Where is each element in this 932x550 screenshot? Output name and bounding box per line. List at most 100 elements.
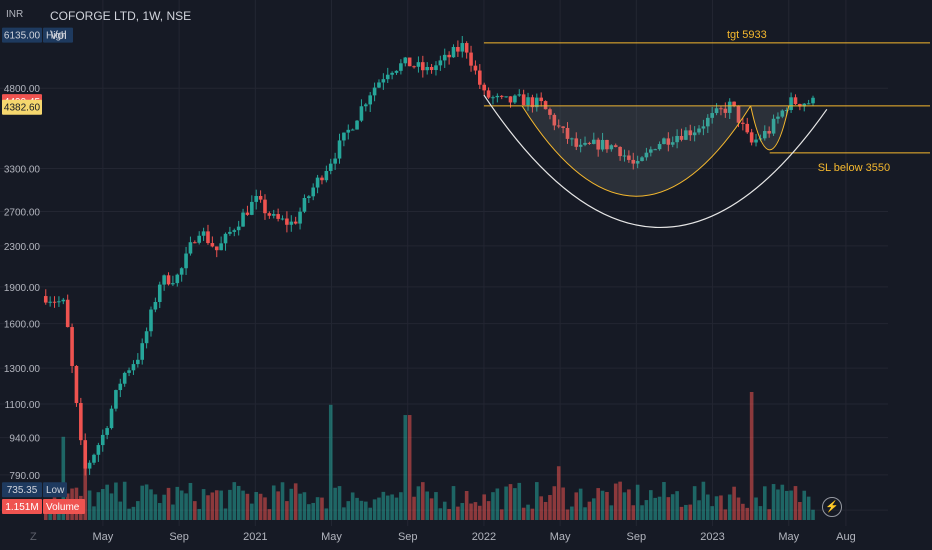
volume-bar [136,501,140,520]
volume-bar [736,497,741,520]
cup-shape [521,105,752,197]
volume-bar [359,500,364,520]
volume-bar [254,492,259,520]
candle [662,137,666,145]
timezone-corner-label[interactable]: Z [30,531,37,543]
volume-bar [425,491,429,520]
candle-body [368,95,373,105]
candle [232,228,237,237]
candle-body [776,116,780,119]
candle [385,67,390,84]
candle-body [320,177,324,181]
volume-bar [705,494,710,520]
candle-body [127,370,131,373]
volume-bar [692,486,697,520]
candle-body [653,149,657,151]
price-badges: 6135.00High4499.454382.60735.35Low1.151M… [2,27,85,514]
volume-bar [307,504,311,520]
candle-body [710,113,714,118]
badge-label: Volume [46,502,80,513]
volume-bar [469,503,473,520]
candle [438,55,443,71]
badge-value: 6135.00 [4,31,41,42]
candle [429,63,434,74]
volume-bar [346,501,351,520]
candle [478,64,482,90]
symbol-title[interactable]: COFORGE LTD, 1W, NSE [50,9,192,23]
badge-label-box [43,499,85,514]
candle [307,195,311,204]
candle [206,224,210,245]
volume-bar [767,509,771,520]
volume-bar [451,486,456,520]
candle [806,99,811,105]
candle [223,232,228,251]
candle [333,152,337,170]
candle-body [267,213,272,216]
candle [513,94,517,105]
candle-body [149,309,153,332]
volume-bar [701,481,706,520]
volume-bar [710,506,714,520]
candle [811,95,815,106]
volume-bar [153,494,158,520]
volume-bar [548,495,552,520]
volume-bar [732,486,736,520]
candle [298,207,302,230]
candle [565,122,570,144]
candle [495,93,500,103]
candle-body [394,70,399,73]
candle-body [372,87,377,96]
candle [179,267,184,282]
volume-bar [92,506,96,520]
volume-bar [587,501,592,520]
volume-bar [157,503,162,520]
price-tick-label: 4800.00 [4,84,41,95]
candle [403,56,408,67]
candle-body [513,95,517,103]
candle-body [429,66,434,71]
annotation-label: tgt 5933 [727,29,767,41]
candle [701,119,706,136]
badge-value-box [2,499,42,514]
candle-body [754,139,758,143]
volume-bar [513,488,517,520]
candle [131,360,136,375]
volume-bar [570,506,574,520]
candle [271,209,276,219]
candle [210,236,215,248]
candle [451,44,456,58]
candle-body [596,139,600,150]
volume-bar [473,502,478,520]
candle [364,102,368,112]
candle [613,143,618,148]
volume-bar [464,490,469,520]
volume-bar [280,482,285,520]
candle-body [92,454,96,463]
volume-bar [320,497,324,520]
candle [399,59,403,75]
candle-body [193,242,197,244]
volume-indicator-label[interactable]: Vol [50,28,67,42]
volume-bar [399,492,403,520]
volume-bars [43,392,815,520]
candle [517,89,522,97]
lightning-icon[interactable]: ⚡ [822,497,842,517]
price-badge: 6135.00 High [2,27,73,43]
candle [648,146,653,157]
candle-body [219,243,223,251]
volume-bar [784,490,789,520]
candle-body [337,140,342,159]
volume-bar [421,482,425,520]
candle [65,294,70,328]
candle [802,103,807,112]
candle-body [473,65,478,71]
volume-bar [114,482,118,520]
volume-bar [289,488,294,520]
time-tick-label: May [93,531,114,543]
candle [197,231,202,245]
candle-body [280,218,285,220]
candle-body [403,57,408,64]
